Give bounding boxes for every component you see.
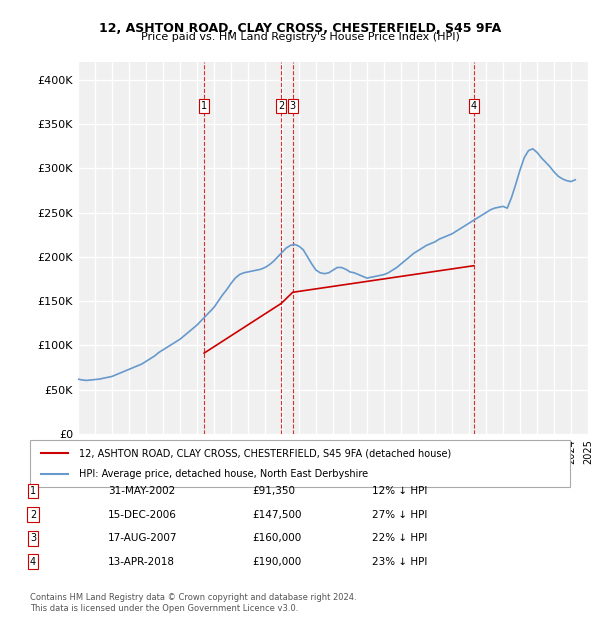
Text: 12% ↓ HPI: 12% ↓ HPI <box>372 486 427 496</box>
Text: Price paid vs. HM Land Registry's House Price Index (HPI): Price paid vs. HM Land Registry's House … <box>140 32 460 42</box>
Text: 31-MAY-2002: 31-MAY-2002 <box>108 486 175 496</box>
Text: 4: 4 <box>470 101 477 111</box>
Text: 12, ASHTON ROAD, CLAY CROSS, CHESTERFIELD, S45 9FA (detached house): 12, ASHTON ROAD, CLAY CROSS, CHESTERFIEL… <box>79 448 451 458</box>
Text: Contains HM Land Registry data © Crown copyright and database right 2024.
This d: Contains HM Land Registry data © Crown c… <box>30 593 356 613</box>
Text: 3: 3 <box>30 533 36 543</box>
Text: 4: 4 <box>30 557 36 567</box>
Text: 23% ↓ HPI: 23% ↓ HPI <box>372 557 427 567</box>
Text: 13-APR-2018: 13-APR-2018 <box>108 557 175 567</box>
Text: 12, ASHTON ROAD, CLAY CROSS, CHESTERFIELD, S45 9FA: 12, ASHTON ROAD, CLAY CROSS, CHESTERFIEL… <box>99 22 501 35</box>
Text: 1: 1 <box>201 101 207 111</box>
Text: 22% ↓ HPI: 22% ↓ HPI <box>372 533 427 543</box>
Text: 17-AUG-2007: 17-AUG-2007 <box>108 533 178 543</box>
Text: £147,500: £147,500 <box>252 510 302 520</box>
Text: HPI: Average price, detached house, North East Derbyshire: HPI: Average price, detached house, Nort… <box>79 469 368 479</box>
FancyBboxPatch shape <box>30 440 570 487</box>
Text: 27% ↓ HPI: 27% ↓ HPI <box>372 510 427 520</box>
Text: 15-DEC-2006: 15-DEC-2006 <box>108 510 177 520</box>
Text: 2: 2 <box>278 101 284 111</box>
Text: 1: 1 <box>30 486 36 496</box>
Text: 3: 3 <box>290 101 296 111</box>
Text: 2: 2 <box>30 510 36 520</box>
Text: £91,350: £91,350 <box>252 486 295 496</box>
Text: £190,000: £190,000 <box>252 557 301 567</box>
Text: £160,000: £160,000 <box>252 533 301 543</box>
